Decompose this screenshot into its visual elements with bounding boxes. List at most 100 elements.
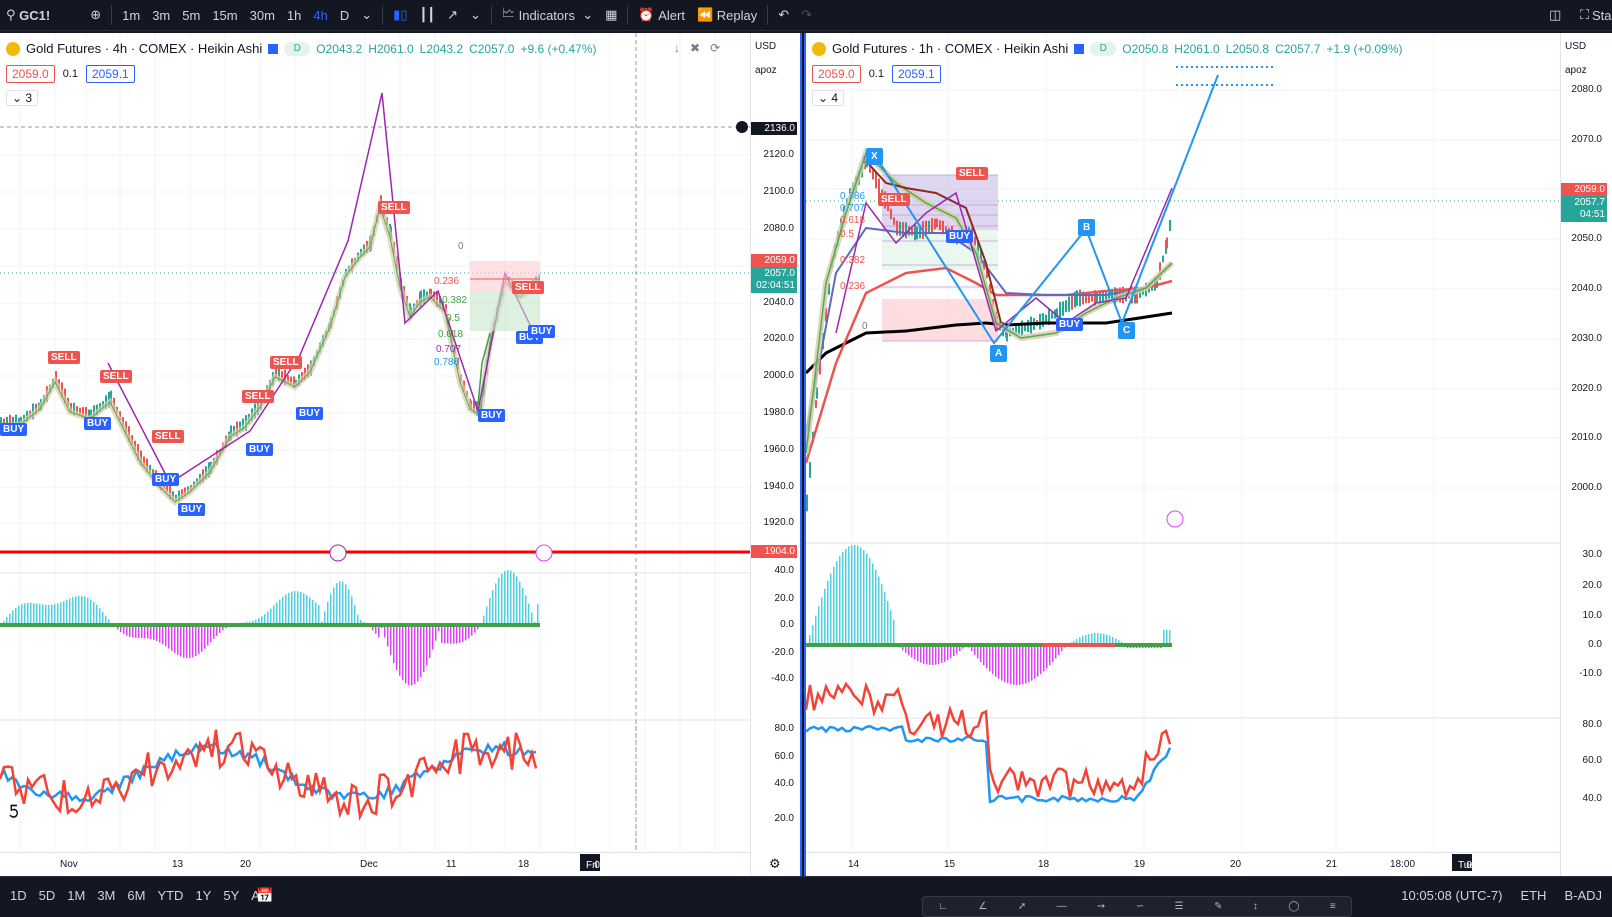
fib-level-label: 0.707 [436, 344, 462, 355]
osc-histogram-bar [411, 625, 413, 686]
fullscreen-button[interactable]: ⛶ [1574, 0, 1595, 31]
search-icon: ⚲ [6, 7, 16, 22]
pattern-tool-icon[interactable]: ∠ [978, 901, 988, 912]
interval-d[interactable]: D [339, 7, 350, 23]
tradingview-logo-icon[interactable]: 𝟻 [8, 801, 20, 821]
interval-30m[interactable]: 30m [249, 7, 275, 23]
undo-button[interactable]: ↶ [772, 0, 795, 31]
heikin-ashi-candle [281, 371, 283, 381]
text-icon[interactable]: ≡ [1329, 901, 1336, 912]
layouts-button[interactable]: ▦ [599, 0, 623, 31]
chart-type-dropdown[interactable]: ⌄ [464, 0, 487, 31]
bars-pattern-icon[interactable]: ☰ [1174, 901, 1184, 912]
right-chart-canvas[interactable] [806, 33, 1560, 876]
ray-icon[interactable]: ➙ [1097, 901, 1106, 912]
osc-histogram-bar [27, 602, 29, 625]
range-1y[interactable]: 1Y [195, 888, 212, 903]
candle-type-button[interactable]: ▮▯ [387, 0, 413, 31]
flag-icon[interactable] [1074, 43, 1085, 54]
interval-1m[interactable]: 1m [122, 7, 141, 23]
range-all[interactable]: All [251, 888, 266, 903]
gann-icon[interactable]: ◯ [1288, 901, 1300, 912]
interval-1h[interactable]: 1h [286, 7, 302, 23]
chart-type-button[interactable]: ↗ [441, 0, 464, 31]
range-6m[interactable]: 6M [127, 888, 146, 903]
interval-5m[interactable]: 5m [182, 7, 201, 23]
buy-price-button[interactable]: 2059.1 [86, 65, 135, 83]
fib-tool-icon[interactable]: ∟ [938, 901, 948, 912]
bar-type-button[interactable]: ┃┃ [413, 0, 441, 31]
osc-histogram-bar [201, 625, 203, 652]
range-1d[interactable]: 1D [10, 888, 27, 903]
collapse-icon[interactable]: ✖ [690, 41, 701, 55]
replay-button[interactable]: ⏪ Replay [691, 0, 763, 31]
left-legend: Gold Futures · 4h · COMEX · Heikin Ashi … [6, 41, 597, 56]
osc-histogram-bar [429, 625, 431, 658]
price-tick-label: 2000.0 [763, 370, 794, 381]
osc-histogram-bar [87, 597, 89, 625]
path-icon[interactable]: ∽ [1135, 901, 1145, 912]
osc-histogram-bar [1055, 645, 1057, 659]
close-price-tag: 2057.0 02:04:51 [751, 267, 797, 293]
osc-histogram-bar [495, 583, 497, 625]
compare-add-button[interactable]: ⊕ [84, 0, 107, 31]
ohlc-high: H2061.0 [368, 41, 414, 56]
heikin-ashi-candle [149, 464, 151, 474]
right-price-axis[interactable]: USD apoz 2080.02070.02060.02050.02040.02… [1560, 33, 1610, 876]
sell-price-button[interactable]: 2059.0 [812, 65, 861, 83]
currency-select[interactable]: USD [1565, 41, 1587, 52]
scale-mode[interactable]: apoz [1565, 65, 1587, 76]
heikin-ashi-candle [919, 224, 921, 239]
session-toggle[interactable]: ETH [1520, 888, 1547, 903]
right-time-axis[interactable]: 14 15 18 19 20 21 18:00 Tue 26 Dec '23 05:00 [806, 852, 1560, 876]
left-price-axis[interactable]: USD apoz 2120.02100.02080.02060.02040.02… [750, 33, 800, 876]
alert-button[interactable]: ⏰ Alert [632, 0, 691, 31]
horizontal-line-icon[interactable]: — [1056, 901, 1067, 912]
user-menu[interactable]: Sta [1592, 7, 1612, 23]
osc-histogram-bar [57, 603, 59, 625]
refresh-icon[interactable]: ⟳ [710, 41, 721, 55]
adjustment-toggle[interactable]: B-ADJ [1564, 888, 1602, 903]
osc-histogram-bar [501, 573, 503, 625]
left-chart-canvas[interactable] [0, 33, 750, 876]
clock-time[interactable]: 10:05:08 (UTC-7) [1401, 888, 1503, 903]
interval-3m[interactable]: 3m [152, 7, 171, 23]
rsi-tick-label: 40.0 [1582, 793, 1602, 804]
chevron-down-icon: ⌄ [12, 91, 23, 105]
range-5d[interactable]: 5D [38, 888, 56, 903]
trend-line-icon[interactable]: ➚ [1017, 901, 1027, 912]
scroll-down-icon[interactable]: ↓ [674, 41, 680, 55]
divider [767, 5, 769, 25]
left-chart-pane[interactable]: Gold Futures · 4h · COMEX · Heikin Ashi … [0, 33, 802, 876]
osc-histogram-bar [950, 645, 952, 659]
sell-price-button[interactable]: 2059.0 [6, 65, 55, 83]
brush-icon[interactable]: ✎ [1214, 901, 1223, 912]
osc-histogram-bar [905, 645, 907, 653]
indicators-button[interactable]: 🗠 Indicators ⌄ [496, 0, 599, 31]
left-time-axis[interactable]: Nov 13 20 Dec 11 18 Fri 29 Dec '23 04:00 [0, 852, 750, 876]
scale-mode[interactable]: apoz [755, 65, 777, 76]
panel-toggle-button[interactable]: ◫ [1543, 0, 1567, 31]
interval-15m[interactable]: 15m [212, 7, 238, 23]
osc-histogram-bar [1061, 645, 1063, 652]
heikin-ashi-candle [896, 220, 898, 236]
settings-gear-icon[interactable]: ⚙ [769, 856, 781, 871]
range-5y[interactable]: 5Y [223, 888, 240, 903]
range-ytd[interactable]: YTD [157, 888, 184, 903]
flag-icon[interactable] [268, 43, 279, 54]
indicator-collapse-button[interactable]: ⌄ 4 [812, 90, 845, 106]
currency-select[interactable]: USD [755, 41, 777, 52]
range-1m[interactable]: 1M [67, 888, 86, 903]
right-chart-pane[interactable]: Gold Futures · 1h · COMEX · Heikin Ashi … [804, 33, 1612, 876]
interval-dropdown[interactable]: ⌄ [355, 0, 378, 31]
measure-icon[interactable]: ↕ [1252, 901, 1258, 912]
interval-4h[interactable]: 4h [313, 7, 328, 23]
calendar-icon[interactable]: 📅 [256, 887, 274, 903]
buy-price-button[interactable]: 2059.1 [892, 65, 941, 83]
osc-histogram-bar [827, 580, 829, 645]
range-3m[interactable]: 3M [97, 888, 116, 903]
symbol-search[interactable]: ⚲ GC1! [0, 0, 56, 31]
indicator-collapse-button[interactable]: ⌄ 3 [6, 90, 39, 106]
osc-histogram-bar [156, 625, 158, 641]
redo-button[interactable]: ↷ [795, 0, 818, 31]
